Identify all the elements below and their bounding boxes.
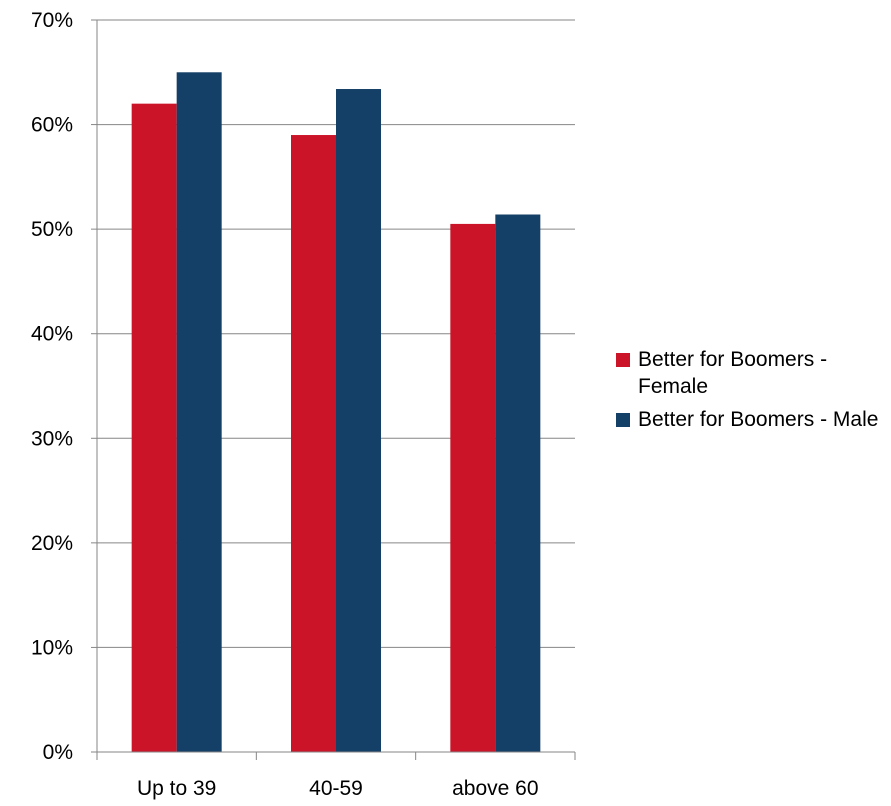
legend-item-female: Better for Boomers - Female [612,346,887,400]
bar-male-1 [176,72,222,753]
axes [96,20,576,760]
y-tick-label: 60% [31,114,73,137]
bar-female-3 [450,223,496,752]
x-tick-label: Up to 39 [137,777,216,800]
y-tick-label: 70% [31,9,73,32]
y-tick-label: 40% [31,323,73,346]
x-tick-label: above 60 [452,777,538,800]
bars [131,72,541,753]
y-tick-label: 30% [31,427,73,450]
legend-swatch [616,353,630,367]
x-axis-labels: Up to 39 40-59 above 60 [137,777,539,800]
y-tick-label: 10% [31,636,73,659]
y-axis-ticks: 0% 10% 20% 30% 40% 50% 60% 70% [31,9,97,764]
legend: Better for Boomers - Female Better for Bo… [612,346,887,439]
x-tick-label: 40-59 [309,777,363,800]
y-tick-label: 20% [31,532,73,555]
bar-male-2 [336,89,381,752]
legend-label: Better for Boomers - Female [638,348,828,398]
legend-label: Better for Boomers - Male [638,408,879,431]
bar-female-1 [131,103,177,752]
legend-item-male: Better for Boomers - Male [612,406,887,433]
y-tick-label: 0% [43,741,73,764]
legend-swatch [616,413,630,427]
y-tick-label: 50% [31,218,73,241]
bar-male-3 [495,214,541,752]
bar-female-2 [291,135,336,752]
